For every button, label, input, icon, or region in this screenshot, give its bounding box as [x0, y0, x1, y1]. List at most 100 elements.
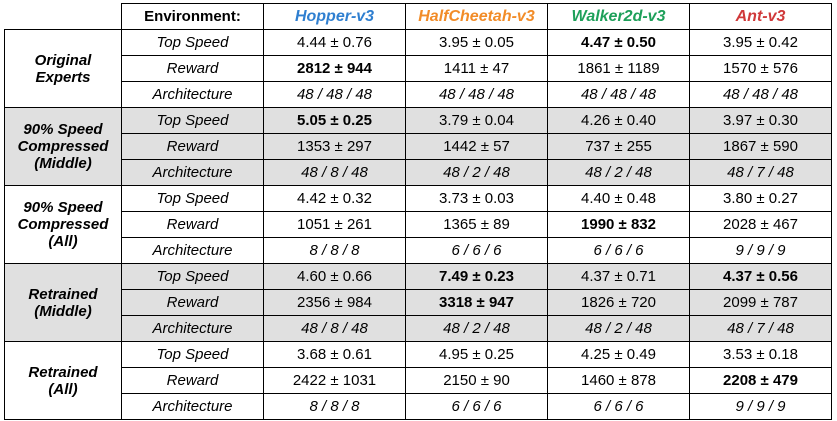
table-row: Original Experts Top Speed 4.44 ± 0.76 3.95 …	[4, 29, 832, 108]
value-cell: 1861 ± 1189	[547, 55, 690, 82]
value-cell: 8 / 8 / 8	[263, 393, 406, 420]
value-cell: 48 / 48 / 48	[405, 81, 548, 108]
value-cell: 6 / 6 / 6	[547, 393, 690, 420]
value-cell: 3.53 ± 0.18	[689, 341, 832, 368]
group-label-line: (All)	[48, 233, 78, 250]
value-cell: 2150 ± 90	[405, 367, 548, 394]
value-cell: 3.80 ± 0.27	[689, 185, 832, 212]
value-cell: 4.26 ± 0.40	[547, 107, 690, 134]
table-row: Reward 2356 ± 984 3318 ± 947 1826 ± 720 2099…	[5, 289, 832, 316]
metric-label: Architecture	[121, 159, 264, 186]
value-cell: 4.40 ± 0.48	[547, 185, 690, 212]
value-cell: 5.05 ± 0.25	[263, 107, 406, 134]
group-label-line: Experts	[35, 68, 91, 86]
metric-label: Top Speed	[121, 107, 264, 134]
value-cell: 48 / 8 / 48	[263, 159, 406, 186]
value-cell: 2028 ± 467	[689, 211, 832, 238]
table-body: Original Experts Top Speed 4.44 ± 0.76 3.95 …	[4, 29, 832, 420]
env-header-halfcheetah: HalfCheetah-v3	[405, 3, 548, 30]
value-cell: 2812 ± 944	[263, 55, 406, 82]
metric-label: Reward	[121, 55, 264, 82]
metric-label: Reward	[121, 289, 264, 316]
value-cell: 6 / 6 / 6	[405, 237, 548, 264]
environment-label: Environment:	[121, 3, 264, 30]
value-cell: 4.47 ± 0.50	[547, 29, 690, 56]
group-label-line: 90% Speed	[23, 199, 103, 216]
table-row: Retrained (All) Top Speed 3.68 ± 0.61 4.95 ±…	[4, 341, 832, 420]
results-table: Environment: Hopper-v3 HalfCheetah-v3 Wa…	[4, 3, 832, 420]
group-label-line: Original	[34, 51, 92, 69]
metric-label: Reward	[121, 211, 264, 238]
table-row: Architecture 48 / 48 / 48 48 / 48 / 48 48 /…	[5, 81, 832, 108]
value-cell: 9 / 9 / 9	[689, 393, 832, 420]
env-header-ant: Ant-v3	[689, 3, 832, 30]
value-cell: 7.49 ± 0.23	[405, 263, 548, 290]
group-label: Retrained (Middle)	[4, 263, 122, 342]
table-row: 90% Speed Compressed (All) Top Speed 4.42 ± …	[4, 185, 832, 264]
value-cell: 1365 ± 89	[405, 211, 548, 238]
value-cell: 1867 ± 590	[689, 133, 832, 160]
value-cell: 1460 ± 878	[547, 367, 690, 394]
value-cell: 6 / 6 / 6	[405, 393, 548, 420]
value-cell: 4.37 ± 0.71	[547, 263, 690, 290]
value-cell: 4.95 ± 0.25	[405, 341, 548, 368]
value-cell: 4.25 ± 0.49	[547, 341, 690, 368]
value-cell: 3.73 ± 0.03	[405, 185, 548, 212]
value-cell: 3318 ± 947	[405, 289, 548, 316]
table-row: Reward 2422 ± 1031 2150 ± 90 1460 ± 878 2208…	[5, 367, 832, 394]
header-row: Environment: Hopper-v3 HalfCheetah-v3 Wa…	[4, 3, 832, 30]
value-cell: 1826 ± 720	[547, 289, 690, 316]
value-cell: 1411 ± 47	[405, 55, 548, 82]
table-row: Reward 1353 ± 297 1442 ± 57 737 ± 255 1867 ±…	[5, 133, 832, 160]
group-label: Retrained (All)	[4, 341, 122, 420]
value-cell: 48 / 7 / 48	[689, 159, 832, 186]
table-row: Reward 1051 ± 261 1365 ± 89 1990 ± 832 2028 …	[5, 211, 832, 238]
metric-label: Architecture	[121, 315, 264, 342]
value-cell: 48 / 2 / 48	[547, 159, 690, 186]
value-cell: 1353 ± 297	[263, 133, 406, 160]
value-cell: 4.60 ± 0.66	[263, 263, 406, 290]
value-cell: 4.37 ± 0.56	[689, 263, 832, 290]
value-cell: 2356 ± 984	[263, 289, 406, 316]
value-cell: 2099 ± 787	[689, 289, 832, 316]
metric-label: Top Speed	[121, 29, 264, 56]
group-label-line: (Middle)	[34, 155, 92, 172]
value-cell: 48 / 48 / 48	[689, 81, 832, 108]
table-row: 90% Speed Compressed (Middle) Top Speed 5.05…	[4, 107, 832, 186]
value-cell: 9 / 9 / 9	[689, 237, 832, 264]
value-cell: 3.79 ± 0.04	[405, 107, 548, 134]
value-cell: 2208 ± 479	[689, 367, 832, 394]
metric-label: Reward	[121, 367, 264, 394]
value-cell: 3.68 ± 0.61	[263, 341, 406, 368]
value-cell: 48 / 48 / 48	[263, 81, 406, 108]
env-header-walker2d: Walker2d-v3	[547, 3, 690, 30]
group-label-line: (Middle)	[34, 302, 92, 320]
value-cell: 1990 ± 832	[547, 211, 690, 238]
corner-cell	[4, 3, 122, 30]
group-label-line: 90% Speed	[23, 121, 103, 138]
value-cell: 48 / 7 / 48	[689, 315, 832, 342]
group-label-line: Retrained	[28, 285, 98, 303]
metric-label: Architecture	[121, 81, 264, 108]
table-row: Architecture 48 / 8 / 48 48 / 2 / 48 48 / 2…	[5, 159, 832, 186]
value-cell: 4.44 ± 0.76	[263, 29, 406, 56]
metric-label: Top Speed	[121, 341, 264, 368]
value-cell: 2422 ± 1031	[263, 367, 406, 394]
table-row: Retrained (Middle) Top Speed 4.60 ± 0.66 7.4…	[4, 263, 832, 342]
table-row: Reward 2812 ± 944 1411 ± 47 1861 ± 1189 1570…	[5, 55, 832, 82]
value-cell: 1051 ± 261	[263, 211, 406, 238]
metric-label: Architecture	[121, 237, 264, 264]
metric-label: Reward	[121, 133, 264, 160]
group-label-line: (All)	[48, 380, 78, 398]
value-cell: 4.42 ± 0.32	[263, 185, 406, 212]
value-cell: 6 / 6 / 6	[547, 237, 690, 264]
value-cell: 48 / 2 / 48	[547, 315, 690, 342]
metric-label: Top Speed	[121, 263, 264, 290]
value-cell: 737 ± 255	[547, 133, 690, 160]
metric-label: Architecture	[121, 393, 264, 420]
group-label: 90% Speed Compressed (All)	[4, 185, 122, 264]
value-cell: 8 / 8 / 8	[263, 237, 406, 264]
group-label: 90% Speed Compressed (Middle)	[4, 107, 122, 186]
